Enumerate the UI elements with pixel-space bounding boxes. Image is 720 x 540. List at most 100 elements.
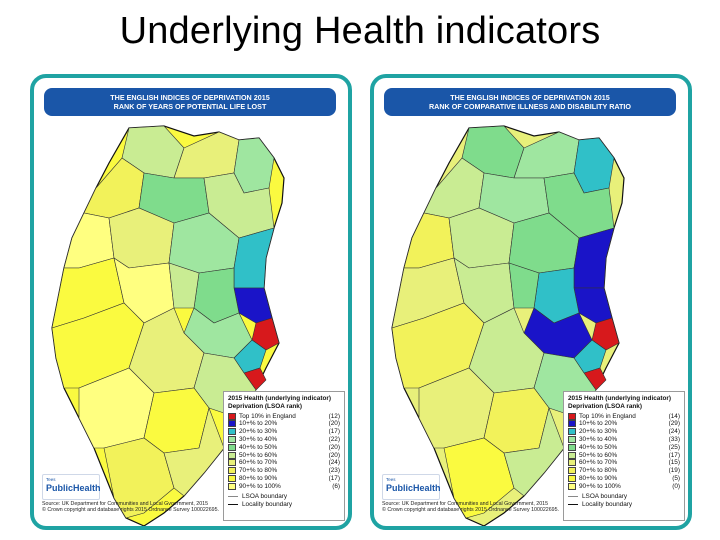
legend-row: 20+% to 30% (24) [568, 428, 680, 436]
legend-count: (5) [672, 474, 680, 482]
legend-label: 60+% to 70% [579, 459, 618, 467]
legend-label: 20+% to 30% [579, 428, 618, 436]
legend-count: (15) [668, 459, 680, 467]
map-patch [163, 406, 225, 497]
legend-swatch [228, 412, 236, 420]
lsoa-boundary-label: LSOA boundary [582, 492, 628, 500]
locality-line-sample [568, 503, 578, 505]
legend-count: (17) [668, 451, 680, 459]
legend-label: 90+% to 100% [579, 482, 621, 490]
legend-label: 20+% to 30% [239, 428, 278, 436]
legend-lsoa-boundary: LSOA boundary [228, 492, 340, 500]
locality-boundary-label: Locality boundary [582, 500, 633, 508]
legend-swatch [228, 443, 236, 451]
lsoa-boundary-label: LSOA boundary [242, 492, 288, 500]
legend-count: (22) [328, 435, 340, 443]
legend-label: 30+% to 40% [579, 435, 618, 443]
map-patch [443, 437, 515, 519]
legend-row: 40+% to 50% (25) [568, 443, 680, 451]
legend-swatch [228, 459, 236, 467]
legend-swatch [228, 435, 236, 443]
legend-row: 50+% to 60% (17) [568, 451, 680, 459]
legend-title-line1: 2015 Health (underlying indicator) [228, 395, 331, 402]
public-health-logo: Tees PublicHealth [382, 474, 441, 500]
legend-label: 80+% to 90% [579, 474, 618, 482]
map-header-line1: THE ENGLISH INDICES OF DEPRIVATION 2015 [450, 93, 610, 102]
legend-row: 80+% to 90% (17) [228, 474, 340, 483]
legend-count: (20) [328, 420, 340, 428]
locality-line-sample [228, 503, 238, 505]
public-health-logo: Tees PublicHealth [42, 474, 101, 500]
legend-row: 70+% to 80% (23) [228, 467, 340, 475]
legend-row: 10+% to 20% (20) [228, 420, 340, 428]
legend-label: 30+% to 40% [239, 435, 278, 443]
map-header: THE ENGLISH INDICES OF DEPRIVATION 2015 … [44, 88, 336, 116]
legend-swatch [568, 459, 576, 467]
legend-locality-boundary: Locality boundary [228, 500, 340, 508]
legend-swatch [228, 428, 236, 436]
legend-swatch [228, 482, 236, 490]
legend-row: Top 10% in England (14) [568, 412, 680, 420]
legend-label: 70+% to 80% [579, 467, 618, 475]
map-header-line1: THE ENGLISH INDICES OF DEPRIVATION 2015 [110, 93, 270, 102]
legend-row: 80+% to 90% (5) [568, 474, 680, 483]
legend-swatch [568, 443, 576, 451]
legend-lsoa-boundary: LSOA boundary [568, 492, 680, 500]
legend-swatch [568, 428, 576, 436]
legend-swatch [228, 474, 236, 482]
legend-row: 10+% to 20% (29) [568, 420, 680, 428]
legend-count: (20) [328, 443, 340, 451]
legend-label: 80+% to 90% [239, 474, 278, 482]
legend-count: (12) [328, 412, 340, 420]
legend-count: (20) [328, 451, 340, 459]
legend-count: (33) [668, 435, 680, 443]
map-patch [483, 387, 550, 454]
legend-label: 60+% to 70% [239, 459, 278, 467]
logo-mark: Tees [386, 477, 396, 482]
map-source-credit: Source: UK Department for Communities an… [42, 501, 342, 514]
source-line1: Source: UK Department for Communities an… [382, 501, 549, 507]
legend-swatch [228, 420, 236, 428]
legend-label: 50+% to 60% [579, 451, 618, 459]
legend-count: (19) [668, 467, 680, 475]
choropleth-map [51, 125, 285, 526]
legend-row: 70+% to 80% (19) [568, 467, 680, 475]
map-card-yppl: THE ENGLISH INDICES OF DEPRIVATION 2015 … [30, 74, 352, 530]
legend-label: 50+% to 60% [239, 451, 278, 459]
map-patch [103, 437, 175, 519]
legend-label: 40+% to 50% [579, 443, 618, 451]
map-patch [251, 317, 280, 351]
map-patch [403, 212, 455, 269]
map-header-line2: RANK OF YEARS OF POTENTIAL LIFE LOST [113, 102, 267, 111]
lsoa-line-sample [228, 495, 238, 497]
legend-label: 10+% to 20% [239, 420, 278, 428]
logo-mark: Tees [46, 477, 56, 482]
legend-label: Top 10% in England [239, 412, 296, 420]
lsoa-line-sample [568, 495, 578, 497]
legend-row: 90+% to 100% (0) [568, 482, 680, 490]
source-line2: © Crown copyright and database rights 20… [382, 507, 560, 514]
map-header-line2: RANK OF COMPARATIVE ILLNESS AND DISABILI… [428, 102, 632, 111]
legend-row: 90+% to 100% (6) [228, 482, 340, 490]
legend-row: 50+% to 60% (20) [228, 451, 340, 459]
legend-row: Top 10% in England (12) [228, 412, 340, 420]
logo-text: PublicHealth [46, 483, 101, 493]
legend-count: (17) [328, 428, 340, 436]
legend-locality-boundary: Locality boundary [568, 500, 680, 508]
legend-row: 20+% to 30% (17) [228, 428, 340, 436]
map-patch [83, 157, 145, 219]
map-source-credit: Source: UK Department for Communities an… [382, 501, 682, 514]
legend-title-line2: Deprivation (LSOA rank) [568, 402, 642, 410]
locality-boundary-label: Locality boundary [242, 500, 293, 508]
source-line1: Source: UK Department for Communities an… [42, 501, 209, 507]
map-legend: 2015 Health (underlying indicator) Depri… [563, 391, 685, 521]
legend-count: (14) [668, 412, 680, 420]
legend-swatch [568, 482, 576, 490]
legend-label: 40+% to 50% [239, 443, 278, 451]
legend-row: 30+% to 40% (22) [228, 435, 340, 444]
source-line2: © Crown copyright and database rights 20… [42, 507, 220, 514]
legend-count: (25) [668, 443, 680, 451]
legend-swatch [568, 467, 576, 475]
legend-row: 60+% to 70% (15) [568, 459, 680, 467]
legend-count: (24) [668, 428, 680, 436]
